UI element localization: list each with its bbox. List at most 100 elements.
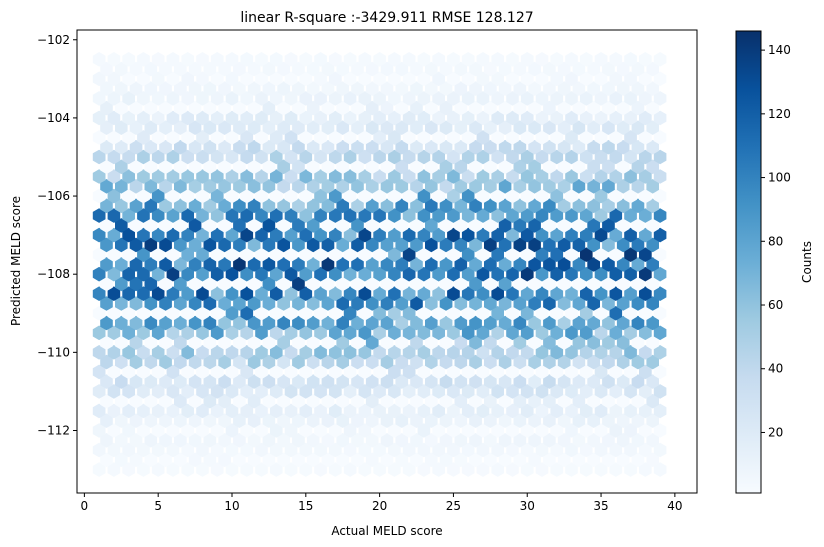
colorbar-tick-label: 140 [768, 43, 791, 57]
hexbin-cell [203, 335, 217, 350]
hexbin-cell [240, 364, 254, 380]
hexbin-cell [351, 393, 364, 409]
hexbin-cell [402, 442, 416, 458]
hexbin-cell [122, 325, 135, 341]
hexbin-cell [203, 218, 217, 233]
hexbin-cell [115, 198, 128, 214]
hexbin-cell [535, 442, 549, 458]
hexbin-cell [233, 257, 246, 272]
hexbin-cell [535, 110, 549, 126]
hexbin-cell [159, 179, 172, 194]
hexbin-cell [299, 149, 313, 165]
hexbin-cell [306, 81, 320, 96]
hexbin-cell [469, 335, 482, 350]
hexbin-cell [454, 198, 468, 214]
hexbin-cell [609, 306, 623, 321]
hexbin-cell [624, 384, 637, 399]
hexbin-cell [491, 169, 504, 184]
hexbin-cell [115, 452, 128, 468]
hexbin-cell [653, 91, 667, 106]
hexbin-cell [247, 81, 261, 96]
hexbin-cell [572, 100, 586, 116]
hexbin-cell [557, 433, 571, 448]
hexbin-cell [498, 315, 512, 331]
hexbin-cell [299, 306, 313, 321]
hexbin-cell [484, 276, 497, 292]
hexbin-cell [609, 130, 623, 145]
hexbin-cell [565, 442, 578, 458]
hexbin-cell [572, 335, 586, 350]
hexbin-cell [329, 227, 342, 243]
hexbin-cell [115, 257, 128, 272]
hexbin-cell [321, 433, 335, 448]
hexbin-cell [380, 413, 394, 428]
hexbin-cell [520, 110, 534, 126]
hexbin-cell [174, 276, 187, 292]
hexbin-cell [594, 188, 608, 204]
hexbin-cell [520, 306, 534, 321]
hexbin-cell [491, 403, 504, 419]
hexbin-cell [181, 364, 194, 380]
hexbin-cell [513, 139, 527, 155]
hexbin-cell [484, 198, 497, 214]
hexbin-cell [602, 374, 615, 389]
hexbin-cell [646, 452, 659, 468]
hexbin-cell [439, 374, 453, 389]
hexbin-cell [631, 81, 645, 96]
hexbin-cell [506, 130, 519, 145]
hexbin-cell [432, 286, 445, 301]
hexbin-cell [609, 423, 623, 438]
hexbin-cell [115, 237, 128, 253]
hexbin-cell [528, 257, 541, 272]
hexbin-cell [225, 149, 239, 165]
hexbin-cell [292, 335, 305, 350]
hexbin-cell [653, 345, 667, 360]
hexbin-cell [137, 169, 150, 184]
hexbin-cell [484, 81, 497, 96]
hexbin-cell [218, 374, 231, 389]
hexbin-cell [262, 120, 276, 135]
hexbin-cell [388, 52, 401, 67]
hexbin-cell [262, 198, 276, 214]
hexbin-cell [395, 433, 409, 448]
hexbin-cell [107, 169, 121, 184]
hexbin-cell [469, 179, 482, 194]
hexbin-cell [498, 296, 512, 311]
hexbin-cell [122, 169, 135, 184]
hexbin-cell [137, 306, 150, 321]
hexbin-cell [365, 237, 379, 253]
hexbin-cell [270, 345, 283, 360]
hexbin-cell [447, 91, 460, 106]
hexbin-cell [240, 384, 254, 399]
hexbin-cell [159, 100, 172, 116]
hexbin-cell [284, 188, 298, 204]
hexbin-cell [491, 442, 504, 458]
hexbin-cell [92, 227, 106, 243]
hexbin-cell [520, 130, 534, 145]
hexbin-cell [498, 354, 512, 370]
hexbin-cell [306, 374, 320, 389]
hexbin-cell [284, 247, 298, 262]
hexbin-cell [129, 374, 143, 389]
hexbin-cell [380, 81, 394, 96]
hexbin-cell [447, 266, 460, 282]
colorbar-tick-label: 80 [768, 234, 783, 248]
hexbin-cell [609, 208, 623, 223]
hexbin-cell [210, 325, 224, 341]
hexbin-cell [166, 188, 180, 204]
hexbin-cell [122, 188, 135, 204]
hexbin-cell [417, 266, 431, 282]
hexbin-cell [100, 335, 113, 350]
hexbin-cell [262, 354, 276, 370]
hexbin-cell [410, 276, 423, 292]
hexbin-cell [602, 276, 615, 292]
hexbin-cell [506, 306, 519, 321]
hexbin-cell [653, 286, 667, 301]
hexbin-cell [188, 237, 202, 253]
hexbin-cell [306, 237, 320, 253]
hexbin-cell [270, 462, 283, 477]
hexbin-cell [247, 296, 261, 311]
hexbin-cell [646, 81, 659, 96]
hexbin-cell [580, 306, 593, 321]
hexbin-cell [410, 179, 423, 194]
